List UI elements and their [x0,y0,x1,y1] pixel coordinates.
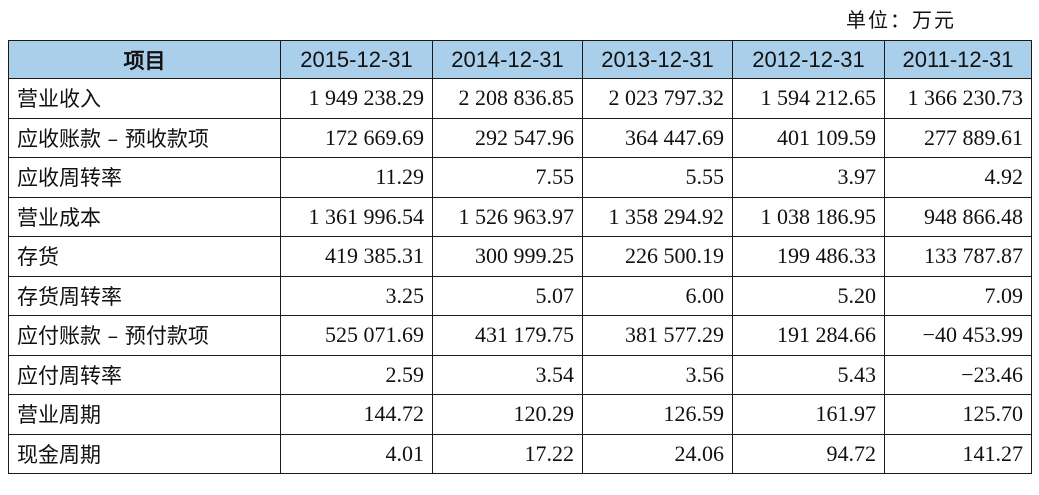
table-cell: 17.22 [432,433,583,474]
table-cell: 172 669.69 [280,117,433,158]
row-label: 营业周期 [8,394,281,435]
row-label: 应付账款 – 预付款项 [8,315,281,356]
table-cell: 1 949 238.29 [280,78,433,119]
table-cell: 2.59 [280,354,433,395]
table-cell: 277 889.61 [884,117,1032,158]
table-cell: 125.70 [884,394,1032,435]
table-row: 存货周转率 3.25 5.07 6.00 5.20 7.09 [8,275,1032,316]
table-cell: 126.59 [582,394,733,435]
table-cell: 7.09 [884,275,1032,316]
table-cell: 191 284.66 [732,315,885,356]
financial-table: 项目 2015-12-31 2014-12-31 2013-12-31 2012… [8,40,1032,474]
table-cell: 6.00 [582,275,733,316]
table-cell: 525 071.69 [280,315,433,356]
header-year-2013: 2013-12-31 [582,40,733,79]
table-cell: 7.55 [432,157,583,198]
table-cell: 2 023 797.32 [582,78,733,119]
table-cell: 141.27 [884,433,1032,474]
table-cell: 1 594 212.65 [732,78,885,119]
table-cell: 2 208 836.85 [432,78,583,119]
table-cell: 5.20 [732,275,885,316]
table-cell: 401 109.59 [732,117,885,158]
table-cell: 3.97 [732,157,885,198]
header-year-2015: 2015-12-31 [280,40,433,79]
table-cell: 1 358 294.92 [582,196,733,237]
table-cell: 5.07 [432,275,583,316]
table-cell: 3.54 [432,354,583,395]
row-label: 存货 [8,236,281,277]
table-cell: 1 526 963.97 [432,196,583,237]
header-year-2011: 2011-12-31 [884,40,1032,79]
table-cell: 419 385.31 [280,236,433,277]
row-label: 营业成本 [8,196,281,237]
table-cell: 94.72 [732,433,885,474]
row-label: 应付周转率 [8,354,281,395]
table-row: 应收周转率 11.29 7.55 5.55 3.97 4.92 [8,157,1032,198]
table-cell: 292 547.96 [432,117,583,158]
row-label: 现金周期 [8,433,281,474]
table-cell: 1 361 996.54 [280,196,433,237]
table-cell: −40 453.99 [884,315,1032,356]
unit-note: 单位：万元 [846,8,956,32]
table-cell: 3.56 [582,354,733,395]
table-cell: 144.72 [280,394,433,435]
table-cell: 4.01 [280,433,433,474]
header-row: 项目 2015-12-31 2014-12-31 2013-12-31 2012… [8,40,1032,79]
table-cell: 381 577.29 [582,315,733,356]
table-header: 项目 2015-12-31 2014-12-31 2013-12-31 2012… [8,40,1032,79]
row-label: 营业收入 [8,78,281,119]
table-cell: 5.55 [582,157,733,198]
table-row: 营业收入 1 949 238.29 2 208 836.85 2 023 797.32… [8,78,1032,119]
table-row: 营业成本 1 361 996.54 1 526 963.97 1 358 294.92… [8,196,1032,237]
table-cell: 24.06 [582,433,733,474]
table-cell: 11.29 [280,157,433,198]
table-cell: 3.25 [280,275,433,316]
table-cell: 300 999.25 [432,236,583,277]
table-cell: 226 500.19 [582,236,733,277]
row-label: 存货周转率 [8,275,281,316]
table-cell: 364 447.69 [582,117,733,158]
table-cell: 161.97 [732,394,885,435]
row-label: 应收账款 – 预收款项 [8,117,281,158]
table-cell: 948 866.48 [884,196,1032,237]
table-row: 应付周转率 2.59 3.54 3.56 5.43 −23.46 [8,354,1032,395]
header-item-label: 项目 [8,40,281,79]
table-cell: 120.29 [432,394,583,435]
table-body: 营业收入 1 949 238.29 2 208 836.85 2 023 797.32… [8,78,1032,474]
table-cell: 1 366 230.73 [884,78,1032,119]
table-row: 营业周期 144.72 120.29 126.59 161.97 125.70 [8,394,1032,435]
header-year-2012: 2012-12-31 [732,40,885,79]
table-cell: 5.43 [732,354,885,395]
table-cell: 1 038 186.95 [732,196,885,237]
table-row: 现金周期 4.01 17.22 24.06 94.72 141.27 [8,433,1032,474]
table-row: 应付账款 – 预付款项 525 071.69 431 179.75 381 577.2… [8,315,1032,356]
table-cell: 133 787.87 [884,236,1032,277]
table-row: 存货 419 385.31 300 999.25 226 500.19 199 486.… [8,236,1032,277]
table-row: 应收账款 – 预收款项 172 669.69 292 547.96 364 447.6… [8,117,1032,158]
table-cell: −23.46 [884,354,1032,395]
table-cell: 4.92 [884,157,1032,198]
header-year-2014: 2014-12-31 [432,40,583,79]
table-cell: 431 179.75 [432,315,583,356]
table-cell: 199 486.33 [732,236,885,277]
row-label: 应收周转率 [8,157,281,198]
